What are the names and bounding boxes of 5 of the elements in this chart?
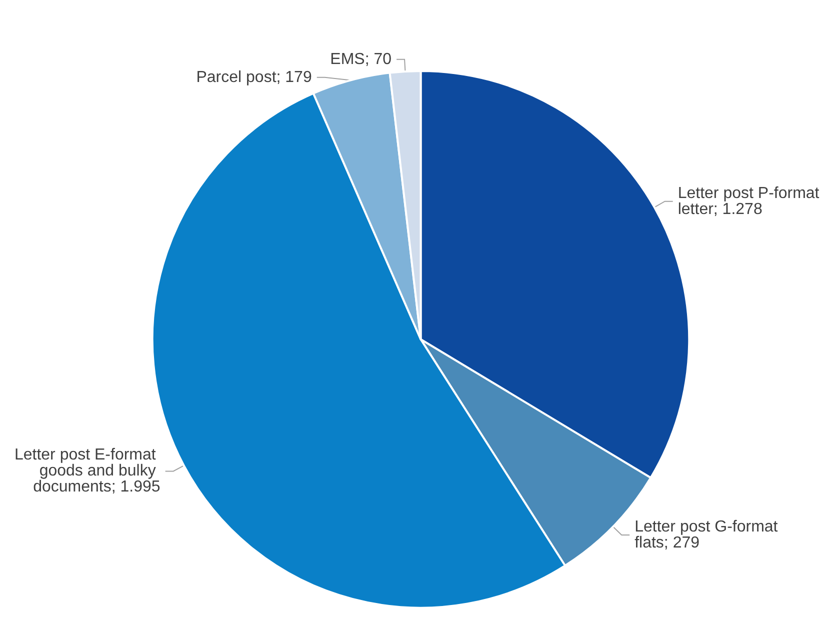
slice-label: Letter post P-format letter; 1.278 <box>678 184 824 218</box>
slice-label: Letter post E-format goods and bulky documents; 1.995 <box>14 446 160 496</box>
slice-label: EMS; 70 <box>330 50 392 68</box>
slice-label: Letter post G-format flats; 279 <box>634 518 782 552</box>
slice-label: Parcel post; 179 <box>196 68 312 86</box>
